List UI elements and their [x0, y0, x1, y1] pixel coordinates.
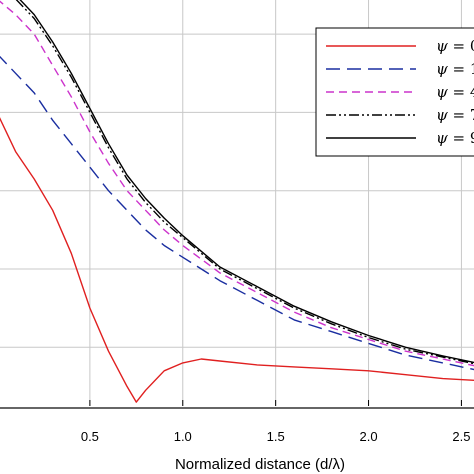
x-axis-label: Normalized distance (d/λ) [175, 456, 345, 473]
series-line-4 [19, 0, 474, 364]
legend-label-0: ψ = 0 [436, 37, 474, 55]
legend-label-3: ψ = 75° [436, 106, 474, 124]
x-tick-label-2: 1.5 [267, 429, 285, 444]
x-tick-label-1: 1.0 [174, 429, 192, 444]
x-tick-label-4: 2.5 [452, 429, 470, 444]
legend-label-1: ψ = 15° [436, 60, 474, 78]
x-tick-label-3: 2.0 [359, 429, 377, 444]
series-line-1 [0, 55, 474, 371]
series-lines [0, 0, 474, 403]
series-line-2 [0, 0, 474, 367]
series-line-0 [0, 117, 474, 403]
plot-frame [0, 407, 474, 409]
x-tick-label-0: 0.5 [81, 429, 99, 444]
legend: ψ = 0 ψ = 15° ψ = 45° ψ = 75° ψ = 90° [315, 27, 474, 157]
legend-label-4: ψ = 90° [436, 129, 474, 147]
x-axis-ticks: 0.5 1.0 1.5 2.0 2.5 [81, 400, 470, 444]
series-line-3 [15, 0, 474, 365]
legend-label-2: ψ = 45° [436, 83, 474, 101]
